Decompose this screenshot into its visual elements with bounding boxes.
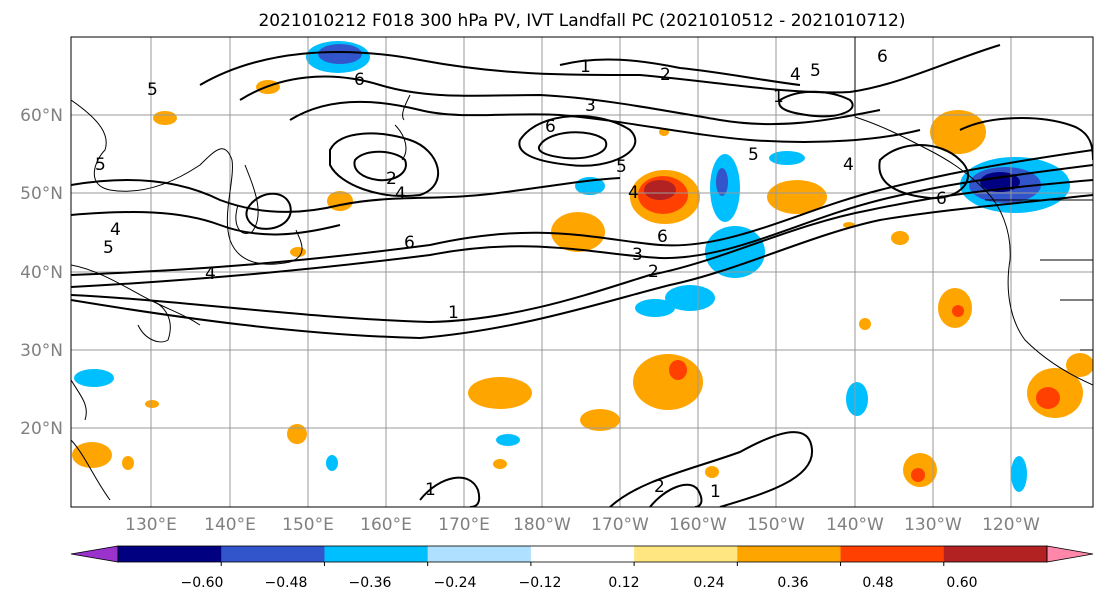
lon-label: 140°W xyxy=(826,515,884,535)
colorbar-segments xyxy=(70,545,1094,563)
contour-label: 2 xyxy=(648,262,659,282)
colorbar-tick-label: −0.48 xyxy=(265,575,308,591)
colorbar-tick-label: 0.36 xyxy=(777,575,808,591)
contour-label: 6 xyxy=(545,117,556,137)
contour-label: 4 xyxy=(790,65,801,85)
colorbar-segment xyxy=(324,546,429,562)
contour-label: 4 xyxy=(110,220,121,240)
lon-label: 170°W xyxy=(591,515,649,535)
colorbar-tick-label: 0.24 xyxy=(693,575,724,591)
colorbar: −0.60 −0.48 −0.36 −0.24 −0.12 0.12 0.24 … xyxy=(70,545,1094,591)
map-frame xyxy=(70,36,1094,508)
lat-label: 30°N xyxy=(20,341,63,361)
colorbar-tick-label: −0.12 xyxy=(519,575,562,591)
contour-label: 4 xyxy=(395,184,406,204)
lat-label: 60°N xyxy=(20,106,63,126)
contour-label: 2 xyxy=(660,65,671,85)
colorbar-segment xyxy=(737,546,842,562)
contour-label: 6 xyxy=(936,189,947,209)
lat-label: 50°N xyxy=(20,184,63,204)
contour-label: 4 xyxy=(843,155,854,175)
colorbar-tick-label: 0.12 xyxy=(608,575,639,591)
lon-label: 150°W xyxy=(747,515,805,535)
contour-label: 1 xyxy=(425,480,436,500)
contour-label: 3 xyxy=(632,245,643,265)
contour-label: 5 xyxy=(810,61,821,81)
contour-label: 4 xyxy=(628,183,639,203)
lon-label: 160°E xyxy=(360,515,412,535)
lon-label: 130°E xyxy=(125,515,177,535)
lon-label: 150°E xyxy=(282,515,334,535)
pv-contours xyxy=(71,44,1093,507)
colorbar-segment xyxy=(530,546,635,562)
colorbar-segment xyxy=(118,546,222,562)
colorbar-segment xyxy=(840,546,945,562)
map-title: 2021010212 F018 300 hPa PV, IVT Landfall… xyxy=(258,11,905,31)
colorbar-tick-label: 0.60 xyxy=(946,575,977,591)
contour-label: 5 xyxy=(616,157,627,177)
contour-label: 6 xyxy=(877,47,888,67)
colorbar-segment xyxy=(634,546,738,562)
ivt-shading xyxy=(72,41,1093,492)
lon-label: 130°W xyxy=(904,515,962,535)
contour-label: 5 xyxy=(147,80,158,100)
longitude-labels: 130°E 140°E 150°E 160°E 170°E 180°W 170°… xyxy=(125,515,1040,535)
lon-label: 120°W xyxy=(982,515,1040,535)
contour-label: 6 xyxy=(657,227,668,247)
contour-label: 1 xyxy=(710,482,721,502)
contour-label: 1 xyxy=(773,87,784,107)
lat-label: 20°N xyxy=(20,419,63,439)
colorbar-extend-max xyxy=(1046,545,1094,563)
colorbar-tick-label: −0.24 xyxy=(434,575,477,591)
contour-label: 5 xyxy=(103,238,114,258)
lon-label: 140°E xyxy=(204,515,256,535)
colorbar-tick-label: 0.48 xyxy=(862,575,893,591)
contour-label: 6 xyxy=(354,70,365,90)
contour-label: 2 xyxy=(654,477,665,497)
lon-label: 160°W xyxy=(669,515,727,535)
colorbar-extend-min xyxy=(70,545,119,563)
contour-labels: 4 5 4 6 1 6 2 4 6 3 6 3 2 2 1 4 5 1 5 4 … xyxy=(95,47,947,502)
map-panel: 4 5 4 6 1 6 2 4 6 3 6 3 2 2 1 4 5 1 5 4 … xyxy=(70,36,1094,508)
contour-label: 6 xyxy=(404,233,415,253)
contour-label: 1 xyxy=(580,57,591,77)
contour-label: 1 xyxy=(448,303,459,323)
colorbar-segment xyxy=(943,546,1048,562)
colorbar-tick-label: −0.36 xyxy=(349,575,392,591)
latitude-labels: 60°N 50°N 40°N 30°N 20°N xyxy=(20,106,63,439)
contour-label: 4 xyxy=(205,264,216,284)
colorbar-outline xyxy=(117,545,1048,563)
contour-label: 2 xyxy=(386,169,397,189)
colorbar-ticks xyxy=(220,562,945,566)
colorbar-tick-label: −0.60 xyxy=(181,575,224,591)
lon-label: 180°W xyxy=(513,515,571,535)
contour-label: 3 xyxy=(585,96,596,116)
contour-label: 5 xyxy=(748,145,759,165)
lat-label: 40°N xyxy=(20,263,63,283)
colorbar-segment xyxy=(427,546,532,562)
colorbar-segment xyxy=(221,546,325,562)
contour-label: 5 xyxy=(95,155,106,175)
lon-label: 170°E xyxy=(438,515,490,535)
